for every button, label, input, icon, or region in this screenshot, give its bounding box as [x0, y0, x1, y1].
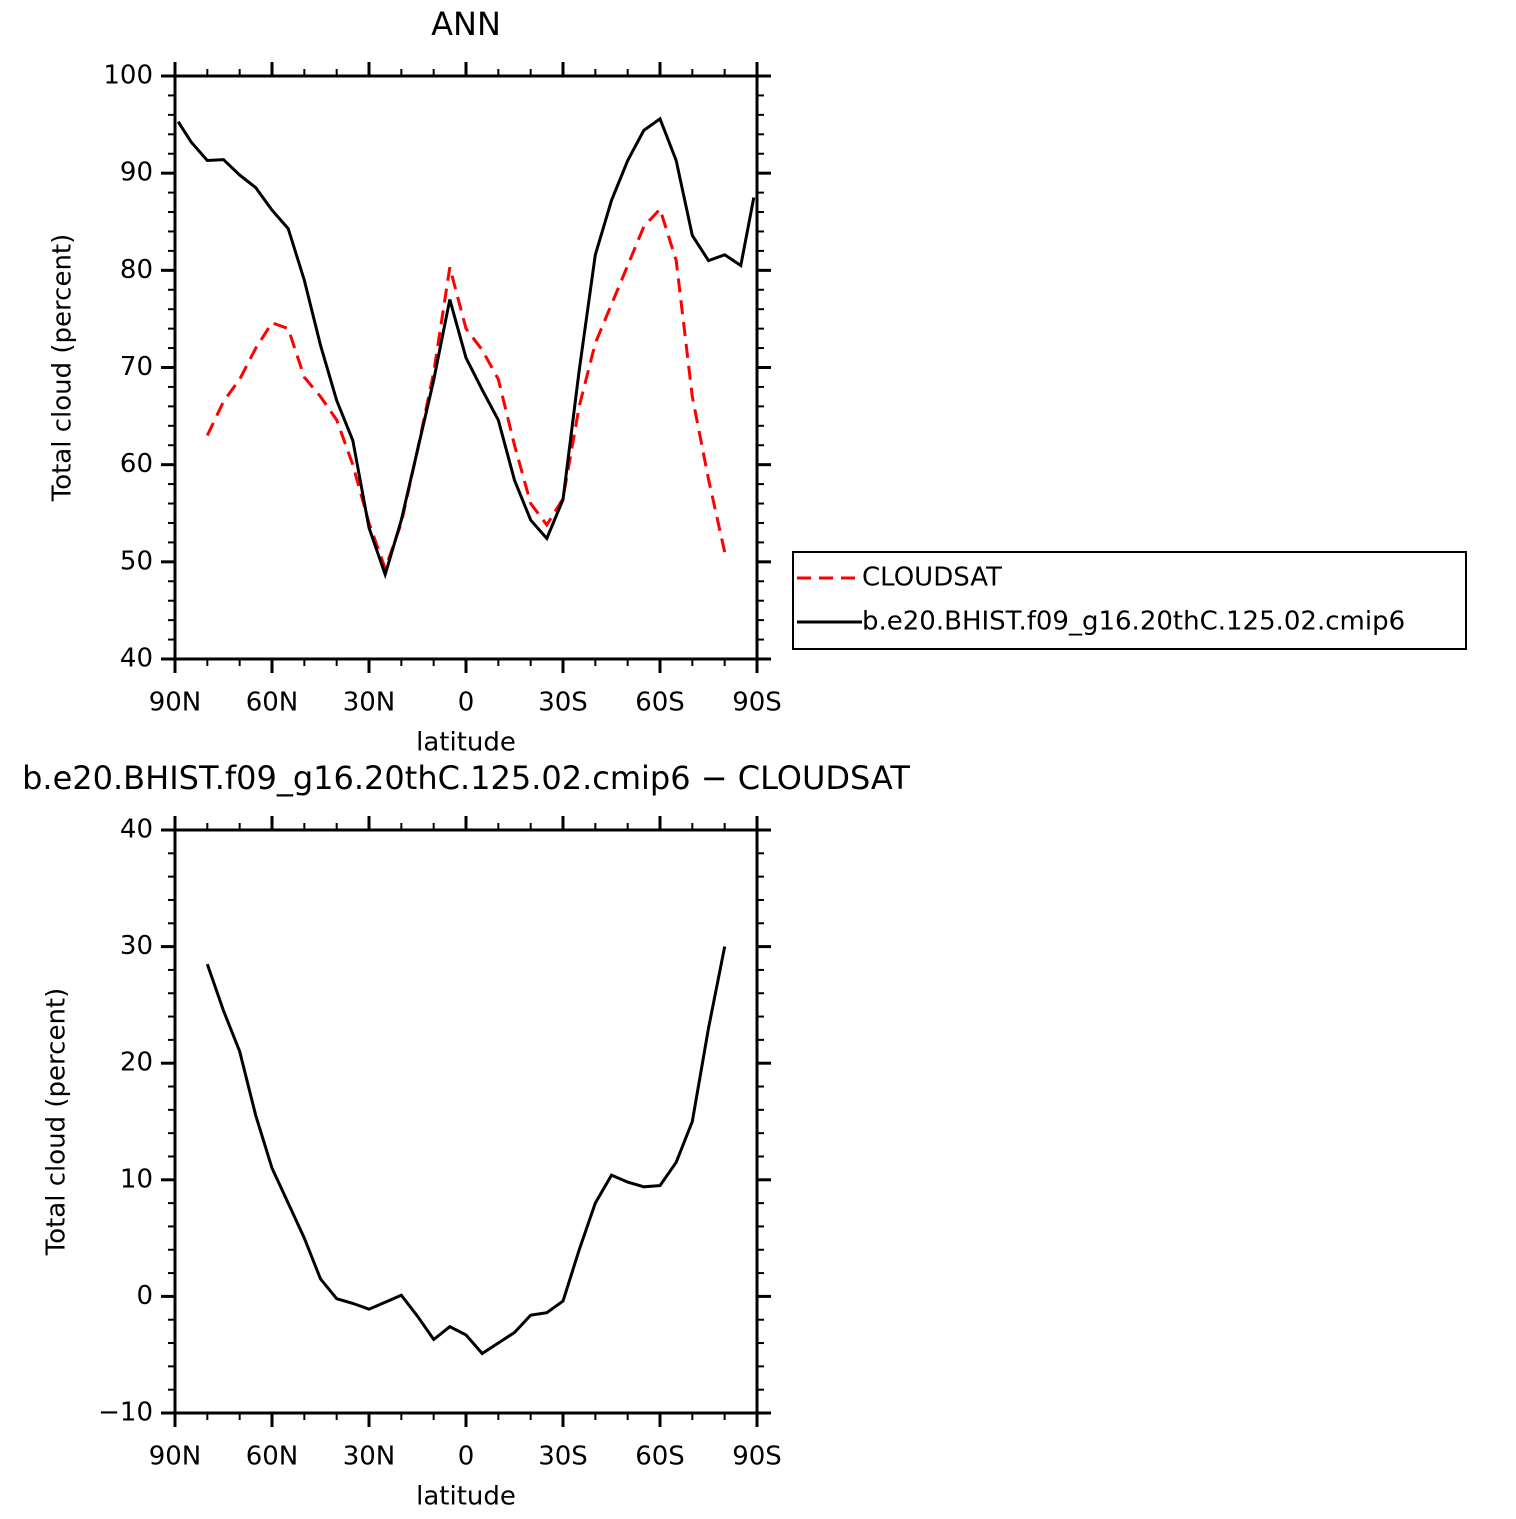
- x-tick-label: 30S: [538, 688, 588, 718]
- y-tick-label: 60: [120, 449, 153, 479]
- x-tick-label: 30S: [538, 1442, 588, 1472]
- x-tick-label: 60N: [246, 1442, 299, 1472]
- y-tick-label: 0: [136, 1281, 153, 1311]
- y-tick-label: 30: [120, 931, 153, 961]
- x-tick-label: 0: [458, 1442, 475, 1472]
- x-tick-label: 90N: [149, 1442, 202, 1472]
- chart-title: b.e20.BHIST.f09_g16.20thC.125.02.cmip6 −…: [22, 759, 910, 797]
- y-tick-label: 40: [120, 815, 153, 845]
- plot-frame: [173, 828, 759, 1415]
- x-tick-label: 30N: [343, 1442, 396, 1472]
- data-line: [205, 946, 727, 1356]
- y-axis-label: Total cloud (percent): [48, 234, 78, 503]
- data-line: [205, 206, 727, 574]
- y-axis-label: Total cloud (percent): [42, 988, 72, 1257]
- y-tick-label: 20: [120, 1048, 153, 1078]
- y-tick-label: 50: [120, 546, 153, 576]
- x-tick-label: 90S: [732, 688, 782, 718]
- y-tick-label: −10: [98, 1398, 153, 1428]
- plot-frame: [173, 74, 759, 661]
- legend-label: b.e20.BHIST.f09_g16.20thC.125.02.cmip6: [862, 607, 1405, 637]
- legend-box: [792, 551, 1467, 650]
- x-tick-label: 60S: [635, 1442, 685, 1472]
- x-axis-label: latitude: [416, 728, 516, 758]
- y-tick-label: 90: [120, 158, 153, 188]
- y-tick-label: 70: [120, 352, 153, 382]
- x-tick-label: 60S: [635, 688, 685, 718]
- x-tick-label: 30N: [343, 688, 396, 718]
- data-line: [176, 116, 756, 580]
- x-tick-label: 90S: [732, 1442, 782, 1472]
- x-tick-label: 60N: [246, 688, 299, 718]
- y-tick-label: 10: [120, 1164, 153, 1194]
- legend-label: CLOUDSAT: [862, 563, 1002, 593]
- y-tick-label: 80: [120, 255, 153, 285]
- x-tick-label: 0: [458, 688, 475, 718]
- y-tick-label: 100: [103, 61, 153, 91]
- chart-title: ANN: [431, 5, 501, 43]
- y-tick-label: 40: [120, 644, 153, 674]
- x-tick-label: 90N: [149, 688, 202, 718]
- x-axis-label: latitude: [416, 1482, 516, 1512]
